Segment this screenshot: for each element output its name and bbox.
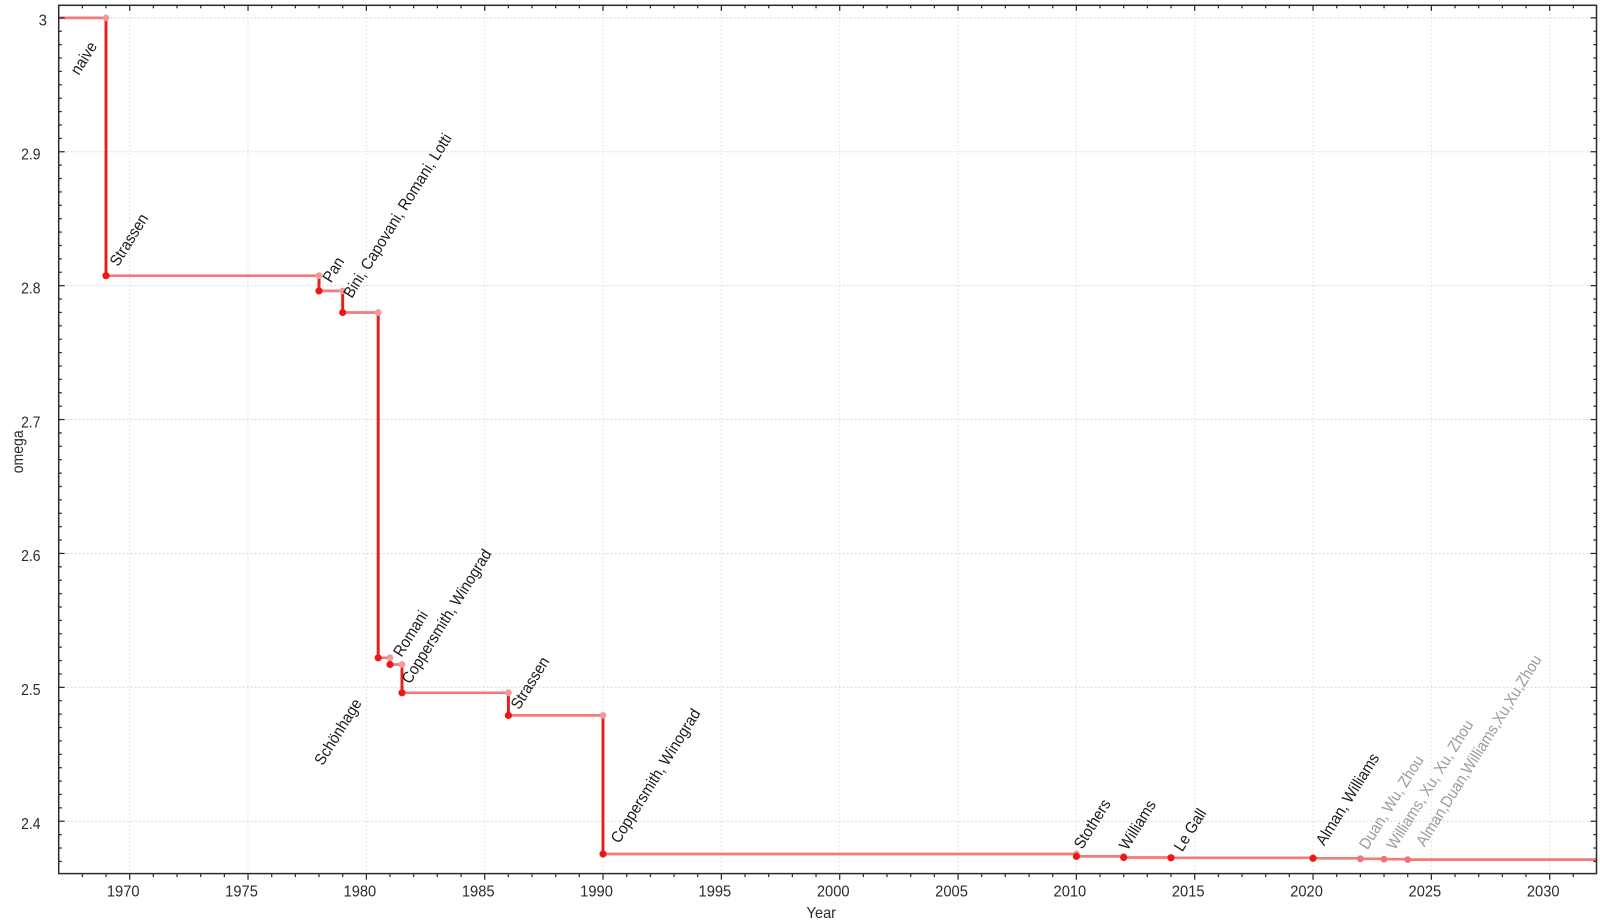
svg-text:Year: Year bbox=[807, 905, 837, 920]
svg-text:2025: 2025 bbox=[1409, 883, 1442, 900]
svg-text:2000: 2000 bbox=[817, 883, 850, 900]
svg-text:1990: 1990 bbox=[580, 883, 613, 900]
svg-text:2020: 2020 bbox=[1290, 883, 1323, 900]
svg-text:1980: 1980 bbox=[344, 883, 377, 900]
svg-text:2.5: 2.5 bbox=[21, 682, 40, 699]
svg-text:2.7: 2.7 bbox=[21, 414, 40, 431]
svg-text:2.6: 2.6 bbox=[21, 548, 40, 565]
svg-text:1975: 1975 bbox=[225, 883, 258, 900]
svg-text:2.4: 2.4 bbox=[21, 816, 40, 833]
svg-text:2.8: 2.8 bbox=[21, 280, 40, 297]
svg-text:1985: 1985 bbox=[462, 883, 495, 900]
svg-text:1970: 1970 bbox=[107, 883, 140, 900]
svg-text:omega: omega bbox=[10, 430, 27, 473]
svg-text:2.9: 2.9 bbox=[21, 147, 40, 164]
svg-text:2005: 2005 bbox=[935, 883, 968, 900]
svg-text:2015: 2015 bbox=[1172, 883, 1205, 900]
svg-text:1995: 1995 bbox=[699, 883, 732, 900]
svg-text:2010: 2010 bbox=[1054, 883, 1087, 900]
svg-text:3: 3 bbox=[39, 13, 47, 30]
svg-text:2030: 2030 bbox=[1527, 883, 1560, 900]
